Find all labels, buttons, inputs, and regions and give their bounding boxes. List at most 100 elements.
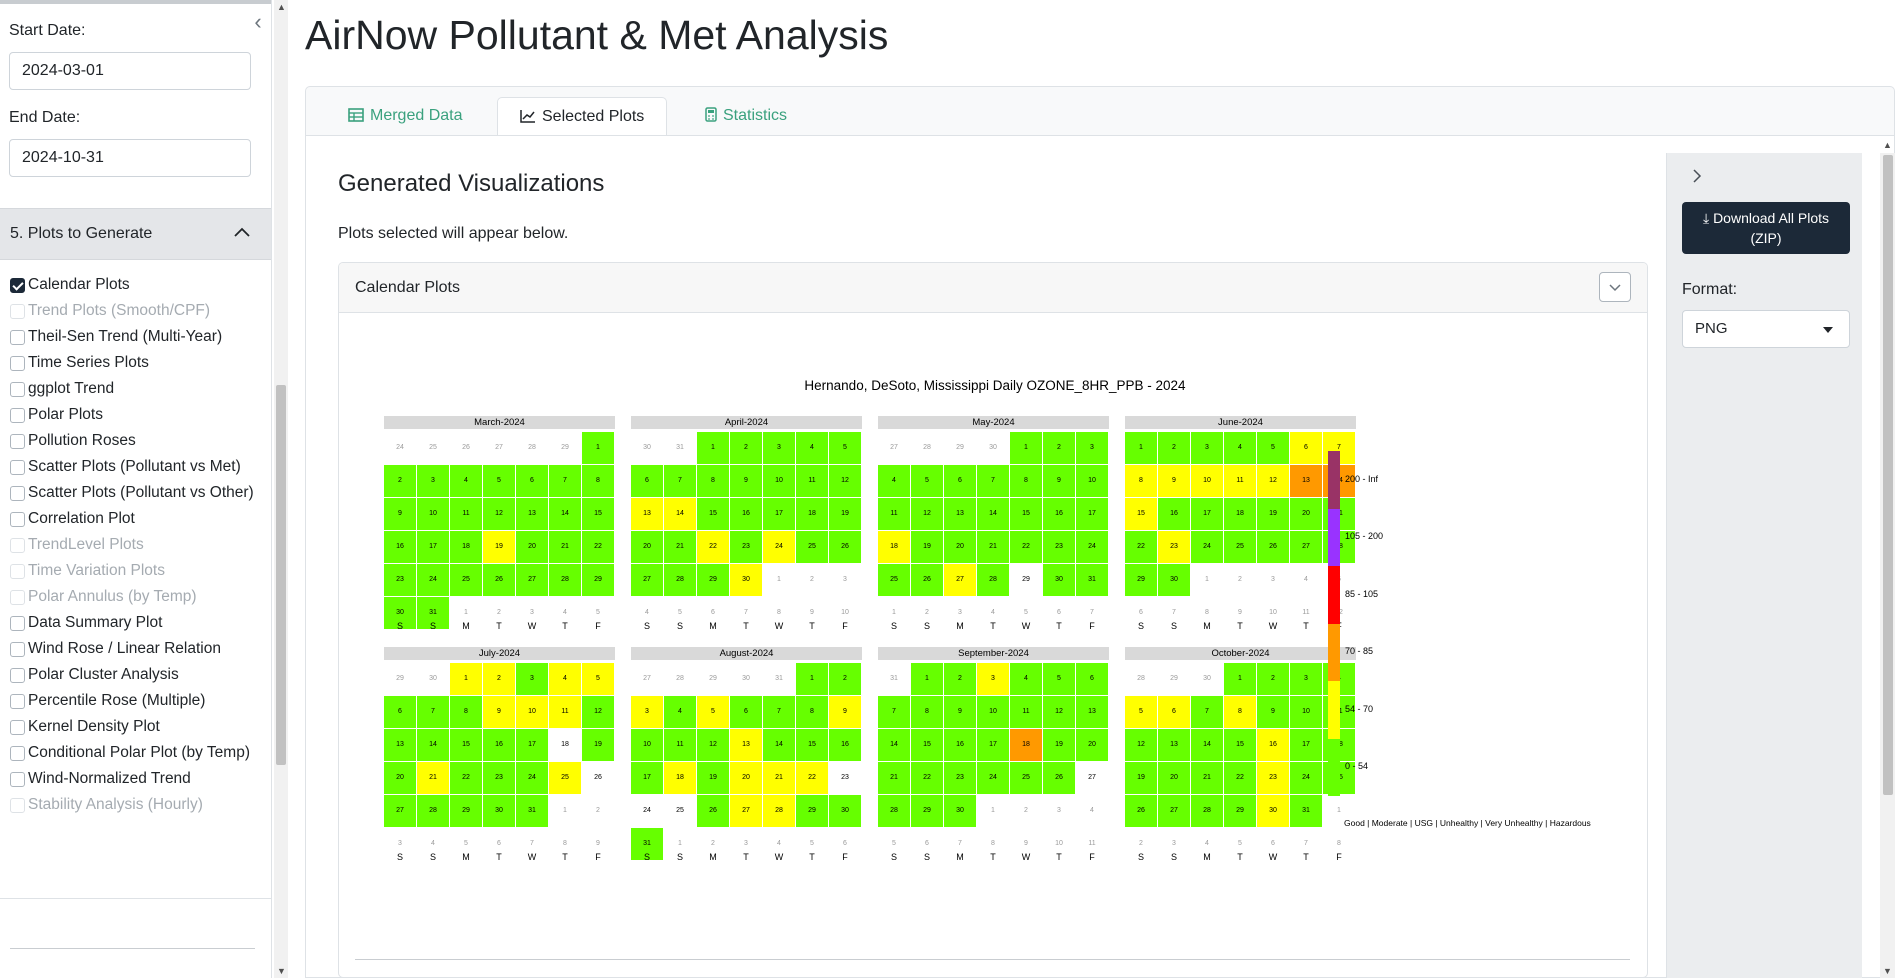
checkbox[interactable]: [10, 746, 25, 761]
calendar-day-cell: 31: [516, 795, 548, 827]
weekday-label: S: [429, 621, 436, 631]
calendar-day-cell: 31: [417, 597, 449, 629]
checkbox[interactable]: [10, 772, 25, 787]
plot-option-item[interactable]: Calendar Plots: [0, 272, 262, 298]
calendar-day-cell: 14: [977, 498, 1009, 530]
calendar-day-cell: 6: [1158, 696, 1190, 728]
format-select[interactable]: PNG: [1682, 310, 1850, 348]
card-collapse-button[interactable]: [1599, 272, 1631, 302]
main-scroll-down-icon[interactable]: ▼: [1883, 966, 1892, 976]
plot-option-label: Polar Cluster Analysis: [28, 666, 179, 683]
calendar-day-cell: 30: [1043, 564, 1075, 596]
plot-option-item[interactable]: Pollution Roses: [0, 428, 262, 454]
plot-option-item[interactable]: Wind Rose / Linear Relation: [0, 636, 262, 662]
calendar-day-cell: 23: [944, 762, 976, 794]
checkbox[interactable]: [10, 460, 25, 475]
calendar-month-title: October-2024: [1125, 647, 1356, 660]
tab-selected-plots[interactable]: Selected Plots: [497, 97, 668, 137]
sidebar-scroll-down-icon[interactable]: ▼: [277, 966, 286, 976]
legend-color-bar: [1328, 451, 1340, 796]
calendar-day-cell: 19: [1257, 498, 1289, 530]
weekday-label: S: [676, 852, 683, 862]
calendar-day-cell-outside: 10: [1269, 609, 1277, 616]
weekday-label: S: [396, 852, 403, 862]
calendar-day-cell: 28: [977, 564, 1009, 596]
calendar-day-cell: 14: [763, 729, 795, 761]
checkbox[interactable]: [10, 434, 25, 449]
checkbox[interactable]: [10, 512, 25, 527]
checkbox[interactable]: [10, 616, 25, 631]
plot-option-item[interactable]: Polar Plots: [0, 402, 262, 428]
main-scroll-up-icon[interactable]: ▲: [1883, 140, 1892, 150]
calendar-day-cell: 20: [1290, 498, 1322, 530]
calendar-day-cell: 5: [829, 432, 861, 464]
plot-option-item[interactable]: Polar Cluster Analysis: [0, 662, 262, 688]
calendar-day-cell-outside: 29: [396, 675, 404, 682]
checkbox[interactable]: [10, 642, 25, 657]
start-date-input[interactable]: 2024-03-01: [9, 52, 251, 90]
chevron-right-icon[interactable]: [1690, 166, 1704, 186]
checkbox[interactable]: [10, 356, 25, 371]
plot-option-item: Polar Annulus (by Temp): [0, 584, 262, 610]
calendar-day-cell: 15: [582, 498, 614, 530]
calendar-day-cell: 9: [483, 696, 515, 728]
checkbox[interactable]: [10, 694, 25, 709]
calendar-day-cell-outside: 30: [429, 675, 437, 682]
calendar-day-cell: 22: [582, 531, 614, 563]
calendar-day-cell-outside: 6: [1139, 609, 1143, 616]
weekday-label: W: [1268, 852, 1278, 862]
calendar-day-cell-outside: 3: [1057, 807, 1061, 814]
weekday-label: S: [890, 621, 897, 631]
calendar-day-cell-outside: 2: [711, 840, 715, 847]
checkbox[interactable]: [10, 720, 25, 735]
sidebar-scrollbar-thumb[interactable]: [276, 385, 286, 765]
sidebar-collapse-icon[interactable]: ‹: [254, 9, 262, 34]
plot-option-item[interactable]: Scatter Plots (Pollutant vs Met): [0, 454, 262, 480]
calendar-day-cell: 17: [631, 762, 663, 794]
weekday-label: W: [774, 852, 784, 862]
card-title: Calendar Plots: [355, 279, 460, 296]
plot-option-item[interactable]: Percentile Rose (Multiple): [0, 688, 262, 714]
checkbox[interactable]: [10, 408, 25, 423]
calendar-day-cell: 30: [829, 795, 861, 827]
plot-option-item[interactable]: Conditional Polar Plot (by Temp): [0, 740, 262, 766]
download-label-line2: (ZIP): [1750, 230, 1782, 246]
calendar-day-cell: 30: [384, 597, 416, 629]
calendar-month-grid: 29 30 1 2 3 4 5 6 7 8 9 10 11 12 13 14 15 16 17 18 19 20 21 22 2…: [384, 660, 615, 852]
plots-to-generate-header[interactable]: 5. Plots to Generate: [0, 208, 271, 260]
plot-option-item[interactable]: Wind-Normalized Trend: [0, 766, 262, 792]
end-date-input[interactable]: 2024-10-31: [9, 139, 251, 177]
checkbox[interactable]: [10, 486, 25, 501]
download-all-plots-button[interactable]: ⤓ Download All Plots (ZIP): [1682, 202, 1850, 254]
plot-option-item[interactable]: Scatter Plots (Pollutant vs Other): [0, 480, 262, 506]
calendar-day-cell-outside: 30: [989, 444, 997, 451]
sidebar-scroll-up-icon[interactable]: ▲: [277, 2, 286, 12]
calendar-day-cell: 26: [911, 564, 943, 596]
plot-option-item[interactable]: Data Summary Plot: [0, 610, 262, 636]
calendar-day-cell: 14: [1191, 729, 1223, 761]
tab-merged-data[interactable]: Merged Data: [326, 97, 485, 137]
checkbox[interactable]: [10, 330, 25, 345]
calendar-day-cell: 23: [384, 564, 416, 596]
plot-option-item[interactable]: Time Series Plots: [0, 350, 262, 376]
calendar-day-cell: 1: [796, 663, 828, 695]
calendar-day-cell: 25: [549, 762, 581, 794]
plot-option-item[interactable]: Theil-Sen Trend (Multi-Year): [0, 324, 262, 350]
weekday-label: T: [1303, 852, 1309, 862]
tab-statistics[interactable]: Statistics: [683, 97, 809, 137]
calendar-day-cell: 31: [631, 828, 663, 860]
calendar-day-cell-outside: 5: [596, 609, 600, 616]
calendar-day-cell: 6: [944, 465, 976, 497]
calendar-day-cell: 6: [1290, 432, 1322, 464]
calendar-day-cell: 25: [1010, 762, 1042, 794]
main-scrollbar-thumb[interactable]: [1883, 155, 1893, 795]
plot-option-item[interactable]: Kernel Density Plot: [0, 714, 262, 740]
checkbox[interactable]: [10, 668, 25, 683]
calendar-day-cell: 28: [417, 795, 449, 827]
checkbox[interactable]: [10, 278, 25, 293]
plot-option-item[interactable]: Correlation Plot: [0, 506, 262, 532]
plot-option-label: Percentile Rose (Multiple): [28, 692, 206, 709]
plot-option-item[interactable]: ggplot Trend: [0, 376, 262, 402]
calendar-day-cell: 26: [1257, 531, 1289, 563]
checkbox[interactable]: [10, 382, 25, 397]
